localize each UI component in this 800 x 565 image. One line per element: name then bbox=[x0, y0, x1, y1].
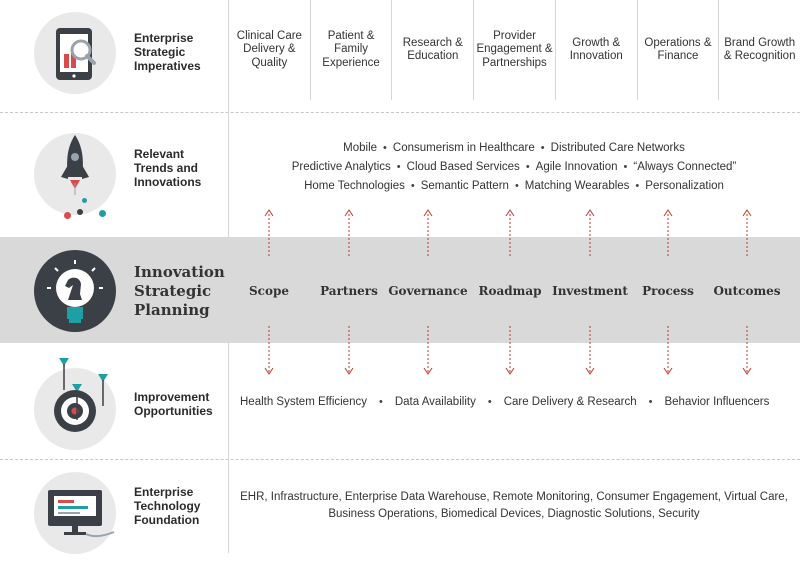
up-arrowhead bbox=[423, 209, 433, 217]
bullet-separator: • bbox=[623, 161, 628, 173]
dart-icon bbox=[59, 358, 69, 390]
phase-label: Partners bbox=[320, 284, 378, 298]
opportunity-item: Data Availability bbox=[394, 396, 476, 408]
phase-label: Scope bbox=[248, 284, 289, 298]
launch-dot bbox=[64, 212, 71, 219]
separator-line bbox=[0, 459, 800, 460]
down-arrowhead bbox=[505, 367, 515, 375]
trend-item: Matching Wearables bbox=[524, 180, 630, 192]
bullet-separator: • bbox=[396, 161, 401, 173]
trend-item: Home Technologies bbox=[304, 180, 405, 192]
phase-label: Process bbox=[642, 284, 694, 298]
imperative-column: Patient & Family Experience bbox=[311, 0, 393, 100]
improvement-list: Health System Efficiency • Data Availabili… bbox=[240, 396, 769, 408]
imperative-column: Operations & Finance bbox=[638, 0, 720, 100]
trend-item: Semantic Pattern bbox=[420, 180, 509, 192]
bullet-separator: • bbox=[383, 142, 387, 154]
planning-label: Innovation Strategic Planning bbox=[134, 263, 225, 319]
imperative-column: Brand Growth & Recognition bbox=[723, 36, 796, 63]
phase-label: Outcomes bbox=[713, 284, 781, 298]
bullet-separator: • bbox=[487, 396, 492, 408]
strategic-planning-band bbox=[0, 237, 800, 343]
foundation-text: EHR, Infrastructure, Enterprise Data War… bbox=[240, 491, 788, 520]
monitor-icon bbox=[34, 472, 116, 554]
trend-item: Agile Innovation bbox=[535, 161, 618, 173]
vertical-divider bbox=[228, 343, 229, 553]
phase-label: Governance bbox=[388, 284, 468, 298]
bullet-separator: • bbox=[410, 180, 415, 192]
imperative-column: Clinical Care Delivery & Quality bbox=[229, 0, 311, 100]
phase-label: Investment bbox=[552, 284, 628, 298]
down-arrowhead bbox=[663, 367, 673, 375]
down-arrowhead bbox=[344, 367, 354, 375]
up-arrowhead bbox=[344, 209, 354, 217]
trend-item: Consumerism in Healthcare bbox=[392, 142, 535, 154]
foundation-label: Enterprise Technology Foundation bbox=[134, 485, 201, 527]
imperative-column: Provider Engagement & Partnerships bbox=[474, 0, 556, 100]
down-arrowhead bbox=[423, 367, 433, 375]
bullet-separator: • bbox=[378, 396, 383, 408]
trends-label: Relevant Trends and Innovations bbox=[134, 147, 202, 189]
up-arrowhead bbox=[742, 209, 752, 217]
bullet-separator: • bbox=[525, 161, 530, 173]
bullet-separator: • bbox=[540, 142, 545, 154]
opportunity-item: Health System Efficiency bbox=[240, 396, 367, 408]
launch-dot bbox=[99, 210, 106, 217]
trend-item: “Always Connected” bbox=[633, 161, 737, 173]
bullet-separator: • bbox=[648, 396, 653, 408]
vertical-divider bbox=[228, 0, 229, 237]
separator-line bbox=[0, 112, 800, 113]
opportunity-item: Behavior Influencers bbox=[664, 396, 770, 408]
trend-item: Cloud Based Services bbox=[406, 161, 520, 173]
lightbulb-chess-knight-icon bbox=[34, 250, 116, 332]
down-arrowhead bbox=[585, 367, 595, 375]
trend-line: Mobile • Consumerism in Healthcare • Distrib… bbox=[236, 139, 792, 158]
imperative-column: Growth & Innovation bbox=[556, 0, 638, 100]
phase-label: Roadmap bbox=[478, 284, 542, 298]
trend-item: Predictive Analytics bbox=[291, 161, 391, 173]
improvement-label: Improvement Opportunities bbox=[134, 390, 213, 418]
up-arrowhead bbox=[663, 209, 673, 217]
bullet-separator: • bbox=[514, 180, 519, 192]
down-arrowhead bbox=[264, 367, 274, 375]
dart-icon bbox=[72, 384, 82, 420]
up-arrowhead bbox=[505, 209, 515, 217]
trend-line: Home Technologies • Semantic Pattern • Match… bbox=[236, 177, 792, 196]
trends-list: Mobile • Consumerism in Healthcare • Distrib… bbox=[236, 139, 792, 196]
up-arrowhead bbox=[585, 209, 595, 217]
dart-icon bbox=[98, 374, 108, 406]
imperatives-label: Enterprise Strategic Imperatives bbox=[134, 31, 201, 73]
opportunity-item: Care Delivery & Research bbox=[503, 396, 637, 408]
trend-item: Mobile bbox=[343, 142, 378, 154]
trend-item: Personalization bbox=[645, 180, 724, 192]
rocket-icon bbox=[34, 133, 116, 215]
down-arrowhead bbox=[742, 367, 752, 375]
imperatives-columns: Clinical Care Delivery & Quality Patient … bbox=[229, 0, 800, 100]
up-arrowhead bbox=[264, 209, 274, 217]
launch-dot bbox=[82, 198, 87, 203]
trend-item: Distributed Care Networks bbox=[550, 142, 685, 154]
imperative-column: Research & Education bbox=[392, 0, 475, 100]
launch-dot bbox=[77, 209, 83, 215]
bullet-separator: • bbox=[635, 180, 640, 192]
trend-line: Predictive Analytics • Cloud Based Service… bbox=[236, 158, 792, 177]
tablet-chart-icon bbox=[34, 12, 116, 94]
